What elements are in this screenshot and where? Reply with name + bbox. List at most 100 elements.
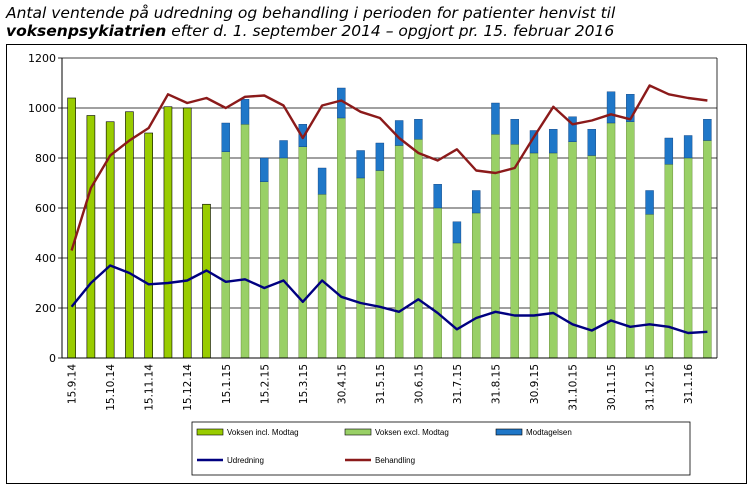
bar-voksen-incl-modtag: [202, 203, 211, 359]
y-tick-label: 1200: [28, 52, 56, 65]
legend-label: Voksen incl. Modtag: [227, 428, 299, 437]
bar-voksen-excl-modtag: [587, 155, 596, 359]
bar-modtagelsen: [491, 102, 500, 135]
x-tick-label: 30.6.15: [413, 364, 425, 404]
y-tick-label: 200: [35, 302, 56, 315]
chart-title: Antal ventende på udredning og behandlin…: [6, 4, 751, 40]
bar-voksen-excl-modtag: [549, 152, 558, 359]
bar-voksen-excl-modtag: [317, 194, 327, 359]
line-behandling: [70, 84, 708, 251]
legend-label: Modtagelsen: [526, 428, 572, 437]
legend-label: Udredning: [227, 456, 264, 465]
x-tick-label: 15.1.15: [221, 364, 233, 404]
bar-voksen-excl-modtag: [626, 121, 635, 359]
x-tick-label: 15.3.15: [298, 364, 310, 404]
bar-modtagelsen: [375, 142, 385, 171]
bar-modtagelsen: [452, 221, 462, 244]
legend-swatch: [344, 428, 372, 436]
x-tick-label: 30.9.15: [529, 364, 541, 404]
x-axis: 15.9.14 15.10.14 15.11.14 15.12.14 15.1.15 15…: [62, 357, 717, 411]
x-tick-label: 15.2.15: [259, 364, 271, 404]
chart-frame: [6, 44, 747, 484]
bar-modtagelsen: [626, 94, 635, 122]
bar-modtagelsen: [471, 190, 481, 214]
bar-modtagelsen: [298, 124, 308, 147]
bar-voksen-incl-modtag: [182, 107, 192, 359]
bar-modtagelsen: [587, 129, 596, 156]
y-tick-label: 800: [35, 152, 56, 165]
legend-swatch: [196, 428, 224, 436]
y-tick-label: 600: [35, 202, 56, 215]
chart-title-line2: voksenpsykiatrien efter d. 1. september …: [6, 22, 751, 40]
chart-title-line1: Antal ventende på udredning og behandlin…: [6, 4, 616, 22]
bar-modtagelsen: [279, 140, 288, 159]
bar-voksen-excl-modtag: [645, 214, 654, 359]
bar-voksen-excl-modtag: [510, 144, 519, 359]
x-tick-label: 30.11.15: [606, 364, 618, 411]
x-tick-label: 15.12.14: [182, 364, 194, 411]
legend-box: [191, 421, 691, 476]
bar-voksen-excl-modtag: [260, 181, 269, 359]
lines: [70, 84, 708, 335]
bar-modtagelsen: [549, 129, 558, 154]
bar-modtagelsen: [356, 150, 365, 179]
bar-modtagelsen: [568, 116, 577, 142]
legend-swatch: [495, 428, 523, 436]
x-tick-label: 15.10.14: [105, 364, 117, 411]
chart-title-bold: voksenpsykiatrien: [6, 22, 167, 40]
bar-voksen-excl-modtag: [683, 157, 693, 359]
bar-modtagelsen: [510, 119, 519, 145]
bar-voksen-excl-modtag: [356, 177, 365, 359]
bar-voksen-excl-modtag: [298, 146, 308, 359]
bar-modtagelsen: [703, 119, 712, 141]
x-tick-label: 15.11.14: [144, 364, 156, 411]
x-tick-label: 31.1.16: [683, 364, 695, 404]
x-tick-label: 30.4.15: [336, 364, 348, 404]
y-tick-label: 400: [35, 252, 56, 265]
x-tick-label: 31.7.15: [452, 364, 464, 404]
line-udredning: [70, 264, 708, 335]
chart-title-rest: efter d. 1. september 2014 – opgjort pr.…: [166, 22, 615, 40]
y-axis: 0 200 400 600 800 1000 1200: [28, 52, 718, 365]
bar-voksen-incl-modtag: [67, 97, 76, 359]
bar-modtagelsen: [221, 122, 230, 152]
bar-modtagelsen: [683, 135, 693, 159]
bar-modtagelsen: [606, 91, 616, 124]
y-tick-label: 1000: [28, 102, 56, 115]
bar-modtagelsen: [645, 190, 654, 215]
bar-voksen-incl-modtag: [163, 106, 173, 359]
x-tick-label: 31.8.15: [491, 364, 503, 404]
bar-modtagelsen: [414, 119, 423, 140]
gridlines: [62, 57, 717, 309]
bar-voksen-excl-modtag: [433, 207, 442, 359]
bar-voksen-excl-modtag: [221, 151, 230, 359]
bar-voksen-excl-modtag: [337, 117, 346, 359]
bar-voksen-excl-modtag: [703, 140, 712, 359]
bar-voksen-excl-modtag: [471, 212, 481, 359]
legend-label: Voksen excl. Modtag: [375, 428, 449, 437]
bar-voksen-incl-modtag: [144, 132, 153, 359]
x-tick-label: 31.12.15: [645, 364, 657, 411]
legend: Voksen incl. Modtag Voksen excl. Modtag Mo…: [191, 421, 691, 476]
bar-voksen-incl-modtag: [125, 111, 134, 359]
bar-voksen-excl-modtag: [529, 152, 539, 359]
bar-voksen-excl-modtag: [414, 139, 423, 359]
bar-modtagelsen: [433, 184, 442, 209]
bar-voksen-excl-modtag: [375, 170, 385, 359]
x-tick-label: 31.10.15: [568, 364, 580, 411]
bar-modtagelsen: [664, 137, 674, 165]
y-tick-label: 0: [49, 352, 56, 365]
bar-modtagelsen: [260, 157, 269, 182]
legend-label: Behandling: [375, 456, 415, 465]
bar-voksen-excl-modtag: [240, 124, 250, 359]
bar-voksen-excl-modtag: [279, 157, 288, 359]
bar-modtagelsen: [394, 120, 404, 146]
x-tick-label: 31.5.15: [375, 364, 387, 404]
bar-modtagelsen: [317, 167, 327, 195]
bar-modtagelsen: [240, 99, 250, 125]
x-tick-label: 15.9.14: [67, 364, 79, 404]
bar-voksen-excl-modtag: [394, 145, 404, 359]
bar-voksen-incl-modtag: [86, 115, 96, 359]
bar-voksen-excl-modtag: [452, 242, 462, 359]
